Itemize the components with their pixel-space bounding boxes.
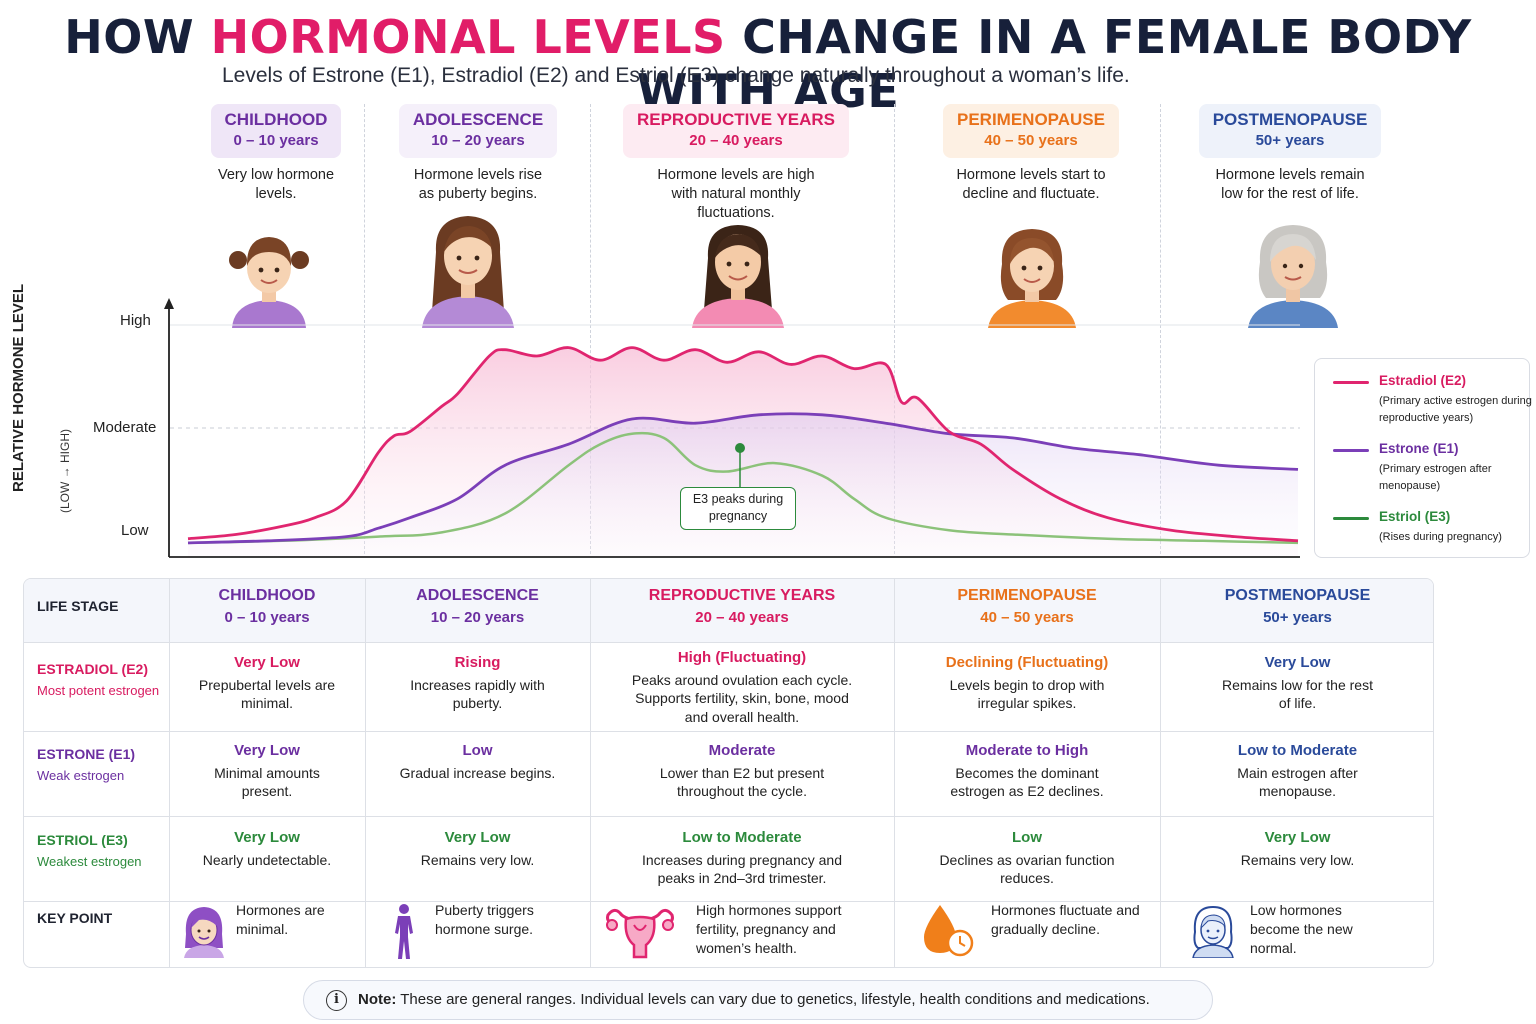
col-head-perimenopause: PERIMENOPAUSE 40 – 50 years (957, 587, 1097, 626)
info-icon: i (326, 990, 347, 1011)
key-point-text: Hormones fluctuate and gradually decline… (991, 902, 1140, 937)
table-cell: Moderate to High Becomes the dominant est… (950, 742, 1104, 799)
stage-divider (364, 104, 365, 554)
stage-divider (590, 104, 591, 554)
stage-adolescence: ADOLESCENCE 10 – 20 years Hormone levels … (380, 104, 576, 204)
row-head-key-point: KEY POINT (37, 910, 113, 926)
stage-name: POSTMENOPAUSE (1212, 110, 1368, 129)
stage-name-pill: ADOLESCENCE 10 – 20 years (398, 104, 558, 158)
stage-description: Hormone levels start to decline and fluc… (956, 167, 1106, 202)
stage-name: PERIMENOPAUSE (957, 110, 1105, 129)
stage-name-pill: PERIMENOPAUSE 40 – 50 years (943, 104, 1119, 158)
col-head-childhood: CHILDHOOD 0 – 10 years (218, 587, 316, 626)
stage-description: Hormone levels are high with natural mon… (657, 167, 815, 221)
hormone-line-chart (164, 298, 1300, 558)
col-head-reproductive: REPRODUCTIVE YEARS 20 – 40 years (648, 587, 836, 626)
estriol-line (187, 431, 1299, 545)
estriol-peak-marker (735, 443, 745, 453)
drop-clock-icon (924, 905, 974, 957)
legend-note: (Primary active estrogen during reproduc… (1379, 395, 1532, 424)
row-head-estrone: ESTRONE (E1) Weak estrogen (37, 746, 136, 783)
table-cell: Declining (Fluctuating) Levels begin to d… (945, 654, 1109, 711)
table-cell: Very Low Minimal amounts present. (214, 742, 320, 799)
older-woman-face-icon (1192, 905, 1234, 958)
table-cell: Very Low Prepubertal levels are minimal. (198, 654, 336, 711)
stage-description: Hormone levels rise as puberty begins. (413, 167, 543, 202)
table-cell: Rising Increases rapidly with puberty. (410, 654, 545, 711)
stage-postmenopause: POSTMENOPAUSE 50+ years Hormone levels re… (1192, 104, 1388, 204)
stage-name-pill: POSTMENOPAUSE 50+ years (1198, 104, 1382, 158)
title-part1: HOW (64, 10, 211, 64)
uterus-icon (606, 908, 674, 959)
stage-name: ADOLESCENCE (412, 110, 544, 129)
legend-label: Estrone (E1) (1379, 441, 1459, 456)
y-tick-low: Low (121, 522, 149, 539)
stage-name: CHILDHOOD (224, 110, 328, 129)
table-header-label: LIFE STAGE (37, 598, 119, 614)
table-cell: Very Low Remains very low. (1240, 829, 1355, 868)
table-cell: Low to Moderate Main estrogen after menop… (1237, 742, 1358, 799)
stage-years: 10 – 20 years (431, 132, 525, 149)
girl-child-avatar (229, 237, 309, 328)
legend-swatch (1333, 449, 1369, 452)
col-head-postmenopause: POSTMENOPAUSE 50+ years (1224, 587, 1371, 626)
page-title: HOW HORMONAL LEVELS CHANGE IN A FEMALE B… (0, 10, 1536, 118)
table-cell: High (Fluctuating) Peaks around ovulation… (631, 649, 853, 725)
disclaimer-note: i Note: These are general ranges. Indivi… (303, 980, 1213, 1020)
stage-years: 20 – 40 years (689, 132, 783, 149)
stage-divider (1160, 104, 1161, 554)
stage-name: REPRODUCTIVE YEARS (636, 110, 836, 129)
stage-name-pill: CHILDHOOD 0 – 10 years (210, 104, 342, 158)
y-tick-moderate: Moderate (93, 419, 157, 436)
legend-label: Estriol (E3) (1379, 509, 1451, 524)
table-cell: Low to Moderate Increases during pregnanc… (641, 829, 843, 886)
middle-aged-woman-avatar (988, 229, 1076, 328)
col-head-adolescence: ADOLESCENCE 10 – 20 years (416, 587, 539, 626)
table-cell: Very Low Remains low for the rest of life… (1222, 654, 1373, 711)
row-head-estriol: ESTRIOL (E3) Weakest estrogen (37, 832, 142, 869)
y-tick-high: High (120, 312, 151, 329)
note-label: Note: (358, 991, 397, 1008)
table-cell: Moderate Lower than E2 but present throug… (659, 742, 825, 799)
key-point-text: Low hormones become the new normal. (1250, 902, 1353, 956)
stage-years: 50+ years (1255, 132, 1325, 149)
stage-reproductive: REPRODUCTIVE YEARS 20 – 40 years Hormone … (600, 104, 872, 223)
stage-years: 0 – 10 years (233, 132, 319, 149)
legend-note: (Primary estrogen after menopause) (1379, 463, 1492, 492)
estrone-line (187, 412, 1299, 545)
note-text: These are general ranges. Individual lev… (396, 991, 1150, 1008)
key-point-text: Puberty triggers hormone surge. (435, 902, 534, 937)
key-point-text: Hormones are minimal. (236, 902, 325, 937)
stage-description: Hormone levels remain low for the rest o… (1215, 167, 1365, 202)
girl-face-icon (184, 907, 224, 958)
legend-swatch (1333, 517, 1369, 520)
stage-divider (894, 104, 895, 554)
older-woman-avatar (1248, 225, 1338, 328)
young-woman-avatar (692, 225, 784, 328)
table-cell: Very Low Nearly undetectable. (202, 829, 332, 868)
table-cell: Low Gradual increase begins. (399, 742, 556, 781)
legend-note: (Rises during pregnancy) (1379, 531, 1502, 543)
stage-years: 40 – 50 years (984, 132, 1078, 149)
row-head-estradiol: ESTRADIOL (E2) Most potent estrogen (37, 661, 160, 698)
estriol-annotation: E3 peaks during pregnancy (680, 487, 796, 530)
y-axis-arrow-icon (164, 298, 174, 309)
key-point-text: High hormones support fertility, pregnan… (696, 902, 842, 956)
stage-perimenopause: PERIMENOPAUSE 40 – 50 years Hormone level… (910, 104, 1152, 204)
estrone-area (188, 413, 1298, 557)
body-silhouette-icon (395, 904, 413, 959)
teen-girl-avatar (422, 216, 514, 328)
estradiol-line (187, 346, 1299, 543)
legend-label: Estradiol (E2) (1379, 373, 1467, 388)
page-subtitle: Levels of Estrone (E1), Estradiol (E2) a… (222, 64, 1130, 87)
stage-childhood: CHILDHOOD 0 – 10 years Very low hormone l… (190, 104, 362, 204)
life-stage-table: LIFE STAGE CHILDHOOD 0 – 10 years ADOLESC… (23, 578, 1434, 968)
stage-name-pill: REPRODUCTIVE YEARS 20 – 40 years (622, 104, 850, 158)
chart-legend: Estradiol (E2) (Primary active estrogen … (1314, 358, 1532, 558)
legend-swatch (1333, 381, 1369, 384)
table-cell: Low Declines as ovarian function reduces. (939, 829, 1115, 886)
title-accent: HORMONAL LEVELS (210, 10, 726, 64)
stage-description: Very low hormone levels. (217, 167, 335, 202)
table-cell: Very Low Remains very low. (420, 829, 535, 868)
